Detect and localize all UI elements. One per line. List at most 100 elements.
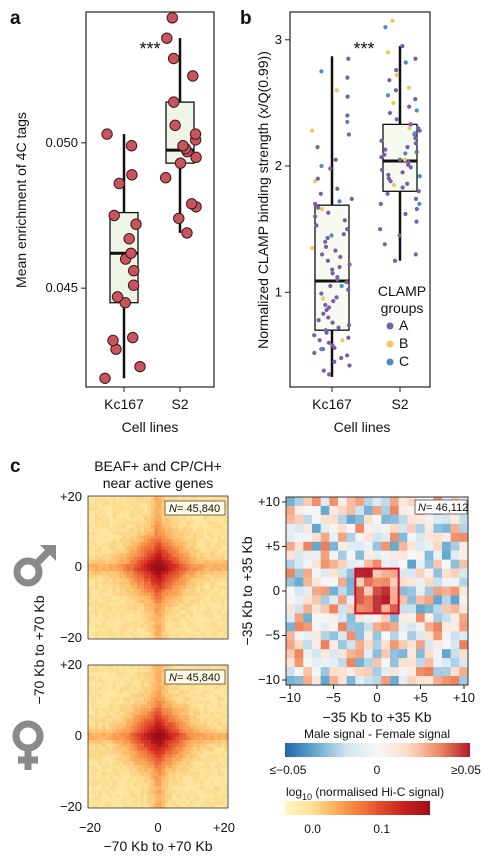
heatmap-cell (221, 528, 225, 533)
b-data-point (336, 325, 341, 330)
heatmap-cell (126, 672, 131, 677)
heatmap-cell (158, 722, 162, 727)
heatmap-cell (221, 665, 225, 669)
heatmap-cell (109, 517, 113, 522)
heatmap-cell (147, 542, 152, 547)
heatmap-cell (137, 804, 141, 809)
heatmap-cell (196, 578, 201, 583)
heatmap-cell (186, 628, 190, 633)
heatmap-x-label: −70 Kb to +70 Kb (104, 838, 213, 854)
female-symbol-icon (12, 720, 44, 770)
heatmap-cell (203, 571, 208, 576)
heatmap-cell (172, 725, 176, 730)
heatmap-cell (119, 588, 124, 593)
heatmap-cell (102, 574, 106, 579)
heatmap-cell (151, 631, 155, 636)
female-heatmap-y-ticks: +20 0 −20 (60, 657, 82, 814)
heatmap-cell (140, 499, 145, 504)
heatmap-cell (88, 740, 92, 745)
heatmap-cell (214, 786, 218, 791)
difference-cell (450, 658, 460, 668)
difference-cell (364, 658, 373, 668)
heatmap-cell (91, 613, 96, 618)
heatmap-cell (210, 628, 215, 633)
diff-ytick-label: +5 (265, 539, 280, 554)
heatmap-cell (221, 722, 225, 727)
heatmap-cell (179, 804, 183, 809)
difference-cell (459, 514, 469, 525)
difference-cell (442, 622, 451, 632)
heatmap-cell (203, 556, 208, 561)
b-data-point (329, 233, 334, 238)
heatmap-cell (210, 521, 215, 525)
heatmap-cell (105, 782, 110, 787)
heatmap-cell (130, 765, 134, 770)
heatmap-cell (140, 686, 145, 691)
b-data-point (408, 165, 413, 170)
heatmap-cell (193, 588, 197, 593)
heatmap-cell (224, 679, 229, 684)
heatmap-cell (126, 628, 131, 633)
heatmap-cell (207, 665, 211, 669)
heatmap-cell (116, 761, 120, 766)
heatmap-cell (130, 747, 134, 752)
heatmap-cell (151, 747, 155, 752)
b-data-point (393, 88, 399, 93)
heatmap-cell (207, 574, 211, 579)
heatmap-cell (214, 635, 218, 640)
b-data-point (386, 176, 392, 181)
heatmap-cell (116, 517, 120, 522)
heatmap-cell (112, 725, 117, 730)
heatmap-cell (140, 624, 145, 629)
heatmap-cell (102, 754, 106, 759)
heatmap-cell (221, 757, 225, 762)
heatmap-cell (123, 599, 127, 604)
a-data-point (167, 52, 180, 65)
heatmap-cell (165, 725, 169, 730)
heatmap-cell (217, 621, 222, 626)
heatmap-cell (210, 797, 215, 802)
b-data-point (387, 78, 392, 83)
heatmap-cell (154, 672, 159, 677)
heatmap-cell (109, 613, 113, 618)
legend-label-b: B (399, 335, 408, 351)
difference-cell (407, 640, 417, 650)
heatmap-cell (161, 772, 166, 777)
heatmap-cell (224, 553, 229, 558)
heatmap-cell (154, 693, 159, 698)
difference-cell (364, 532, 373, 543)
heatmap-cell (140, 535, 145, 540)
heatmap-cell (154, 603, 159, 608)
heatmap-cell (105, 578, 110, 583)
heatmap-cell (186, 790, 190, 795)
heatmap-cell (193, 750, 197, 755)
heatmap-cell (182, 690, 187, 694)
heatmap-cell (158, 499, 162, 504)
b-data-point (413, 196, 419, 201)
heatmap-cell (140, 761, 145, 766)
heatmap-cell (221, 621, 225, 626)
heatmap-cell (161, 571, 166, 576)
b-data-point (383, 25, 388, 30)
heatmap-cell (130, 790, 134, 795)
difference-cell (338, 505, 347, 516)
difference-cell (459, 604, 469, 614)
heatmap-cell (189, 775, 194, 780)
difference-cell (390, 514, 399, 525)
heatmap-cell (126, 768, 131, 773)
heatmap-cell (210, 707, 215, 712)
heatmap-cell (224, 635, 229, 640)
heatmap-cell (154, 772, 159, 777)
heatmap-cell (221, 690, 225, 694)
difference-cell (320, 550, 330, 560)
heatmap-cell (203, 715, 208, 720)
difference-n-box: N = 46,112 (414, 499, 468, 515)
heatmap-cell (130, 804, 134, 809)
heatmap-cell (116, 782, 120, 787)
heatmap-cell (123, 775, 127, 780)
b-data-point (323, 328, 328, 333)
heatmap-cell (161, 521, 166, 525)
heatmap-cell (217, 790, 222, 795)
difference-cell (433, 613, 443, 623)
heatmap-cell (109, 740, 113, 745)
